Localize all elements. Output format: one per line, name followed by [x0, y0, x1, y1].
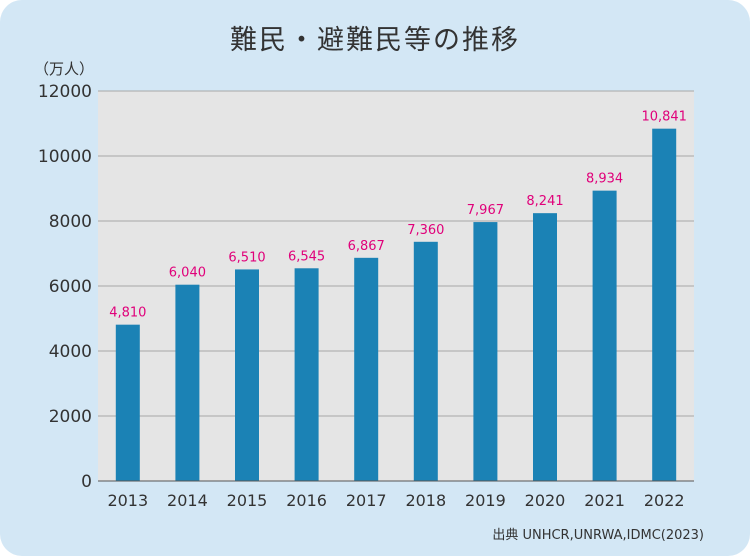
bar-2022: [652, 128, 677, 482]
y-tick-label: 2000: [49, 407, 92, 427]
data-label-2016: 6,545: [288, 249, 325, 264]
x-tick-label: 2014: [167, 491, 208, 510]
y-tick-label: 8000: [49, 212, 92, 232]
x-tick-label: 2020: [525, 491, 566, 510]
y-axis-ticks: 0 2000 4000 6000 8000 10000 12000: [38, 82, 92, 492]
y-axis-unit-label: （万人）: [34, 60, 95, 78]
data-label-2015: 6,510: [228, 250, 265, 265]
data-labels: 4,810 6,040 6,510 6,545 6,867 7,360 7,967 8,241…: [109, 110, 687, 321]
bar-2021: [592, 190, 617, 481]
data-label-2022: 10,841: [641, 110, 687, 125]
bar-2016: [294, 268, 319, 481]
bar-2015: [235, 269, 259, 481]
bar-2017: [354, 257, 379, 481]
data-label-2020: 8,241: [526, 194, 563, 209]
data-label-2014: 6,040: [169, 266, 206, 281]
bar-2019: [473, 222, 498, 481]
x-tick-label: 2018: [405, 491, 446, 510]
data-label-2017: 6,867: [348, 239, 385, 254]
x-tick-label: 2019: [465, 491, 506, 510]
bar-2020: [533, 213, 557, 482]
data-label-2018: 7,360: [407, 223, 444, 238]
bar-2018: [413, 241, 438, 481]
y-tick-label: 6000: [49, 277, 92, 297]
y-tick-label: 4000: [49, 342, 92, 362]
x-tick-label: 2013: [107, 491, 148, 510]
y-tick-label: 0: [81, 472, 92, 492]
data-label-2019: 7,967: [467, 203, 504, 218]
source-note: 出典 UNHCR,UNRWA,IDMC(2023): [492, 528, 704, 543]
data-label-2021: 8,934: [586, 172, 623, 187]
bar-2014: [175, 284, 200, 481]
x-tick-label: 2021: [584, 491, 625, 510]
y-tick-label: 12000: [38, 82, 92, 102]
x-tick-label: 2022: [644, 491, 685, 510]
bar-2013: [115, 324, 140, 481]
x-tick-label: 2015: [227, 491, 268, 510]
chart-title: 難民・避難民等の推移: [230, 25, 520, 56]
x-tick-label: 2016: [286, 491, 327, 510]
y-tick-label: 10000: [38, 147, 92, 167]
bars: [115, 128, 677, 482]
x-axis-ticks: 2013 2014 2015 2016 2017 2018 2019 2020 2021 2022: [107, 491, 684, 510]
data-label-2013: 4,810: [109, 306, 146, 321]
x-tick-label: 2017: [346, 491, 387, 510]
